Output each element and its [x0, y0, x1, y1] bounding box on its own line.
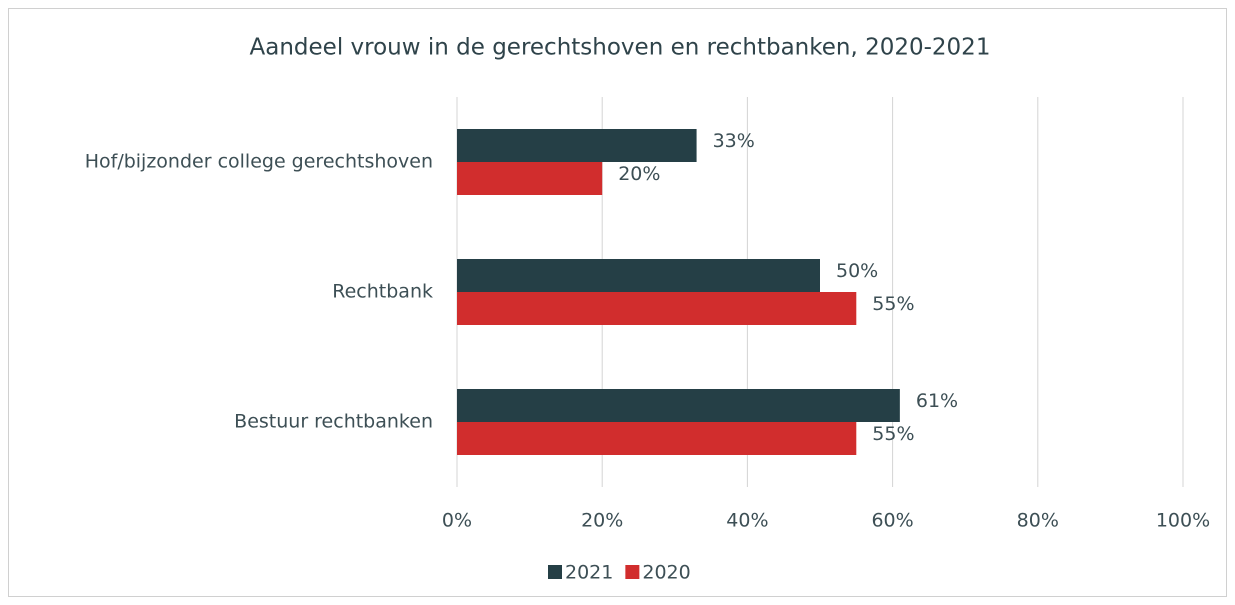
data-label: 50% [836, 260, 878, 282]
x-tick-label: 100% [1156, 510, 1210, 532]
chart-title: Aandeel vrouw in de gerechtshoven en rec… [250, 35, 991, 61]
data-label: 33% [713, 130, 755, 152]
x-tick-label: 80% [1017, 510, 1059, 532]
x-tick-label: 60% [871, 510, 913, 532]
bar [457, 259, 820, 292]
legend-label: 2021 [565, 562, 613, 584]
x-tick-label: 20% [581, 510, 623, 532]
y-tick-label: Bestuur rechtbanken [234, 411, 433, 433]
y-tick-label: Rechtbank [332, 281, 433, 303]
data-label: 55% [872, 293, 914, 315]
data-label: 20% [618, 163, 660, 185]
bar [457, 129, 697, 162]
x-tick-label: 0% [442, 510, 472, 532]
x-tick-label: 40% [726, 510, 768, 532]
legend-swatch [548, 565, 562, 579]
data-label: 55% [872, 423, 914, 445]
bar [457, 422, 857, 455]
legend-swatch [625, 565, 640, 579]
legend-label: 2020 [642, 562, 690, 584]
data-label: 61% [916, 390, 958, 412]
bar [457, 389, 900, 422]
y-tick-label: Hof/bijzonder college gerechtshoven [85, 151, 433, 173]
bar [457, 162, 603, 195]
bar [457, 292, 857, 325]
